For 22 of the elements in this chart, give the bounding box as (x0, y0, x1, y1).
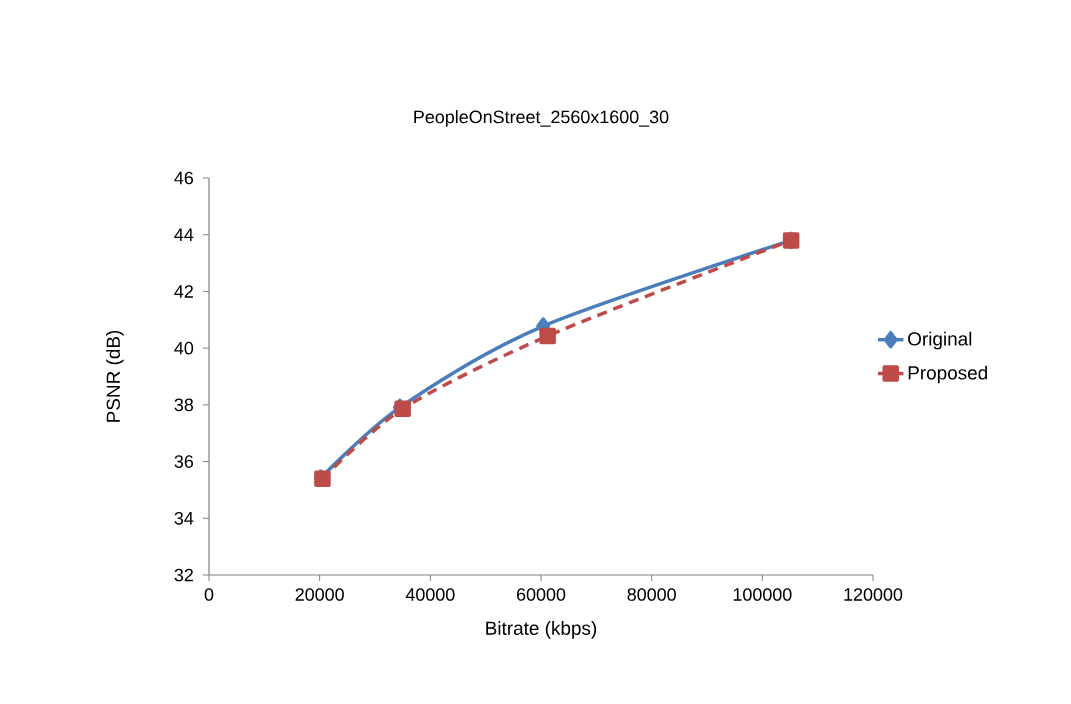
point (539, 327, 556, 345)
y-tick-label: 46 (174, 171, 194, 185)
x-axis-title: Bitrate (kbps) (486, 621, 597, 639)
x-tick-label: 20000 (295, 588, 344, 601)
y-tick-label: 38 (174, 398, 194, 412)
legend-label: Proposed (908, 365, 987, 384)
y-tick-label: 32 (174, 568, 193, 582)
x-tick-label: 60000 (516, 588, 566, 601)
x-tick-label: 80000 (627, 588, 676, 601)
y-tick-label: 34 (174, 511, 194, 525)
x-tick-label: 40000 (405, 588, 455, 601)
x-tick-label: 120000 (844, 588, 903, 601)
x-tick-label: 0 (204, 588, 214, 601)
y-tick-label: 40 (174, 341, 194, 355)
y-tick-label: 44 (174, 228, 194, 241)
x-tick-label: 100000 (733, 588, 792, 601)
y-tick-label: 36 (174, 455, 194, 468)
y-tick-label: 42 (174, 285, 193, 298)
legend-label: Original (908, 331, 972, 350)
point (394, 400, 411, 418)
y-axis-title: PSNR (dB) (106, 330, 124, 422)
chart-title: PeopleOnStreet_2560x1600_30 (414, 110, 669, 127)
